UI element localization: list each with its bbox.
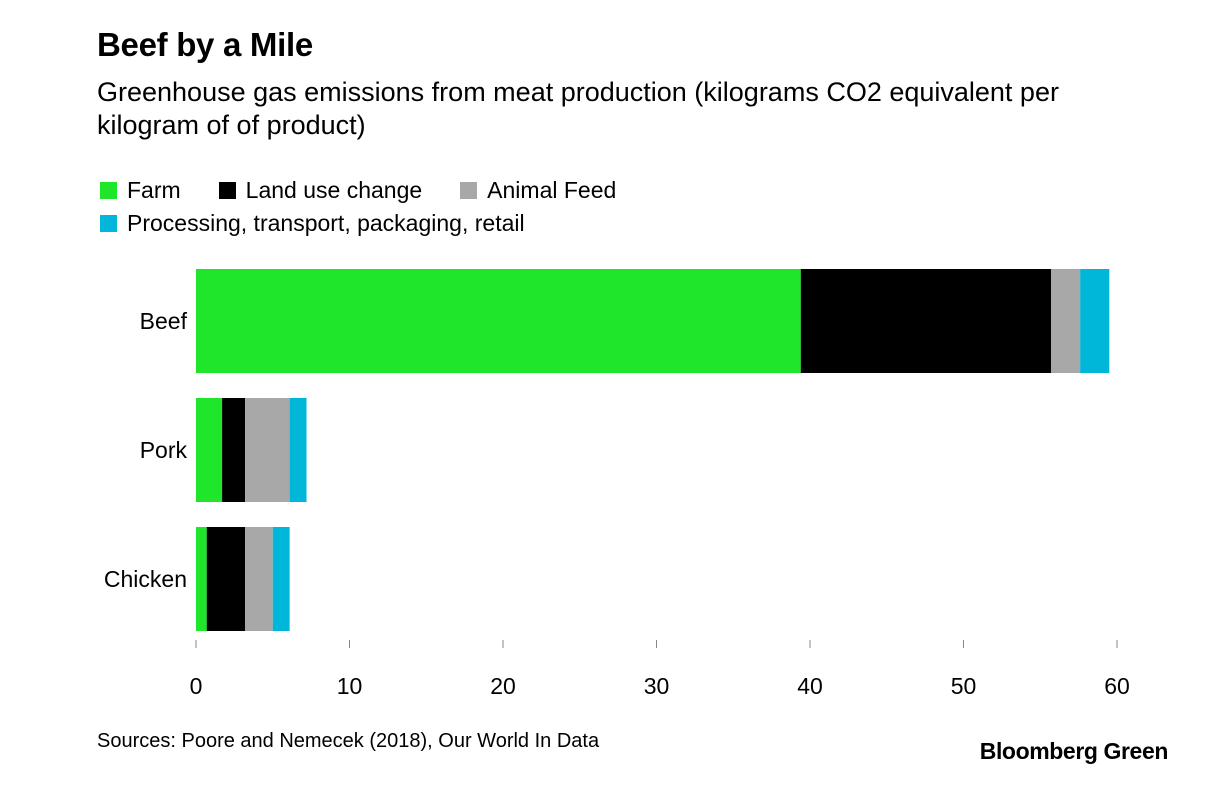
bar-beef-farm	[196, 269, 801, 373]
bar-pork-land-use-change	[222, 398, 246, 502]
chart-title: Beef by a Mile	[97, 26, 313, 63]
category-label-chicken: Chicken	[104, 566, 187, 592]
bar-chicken-animal-feed	[245, 527, 273, 631]
bar-beef-land-use-change	[800, 269, 1051, 373]
bar-pork-farm	[196, 398, 223, 502]
chart-subtitle: Greenhouse gas emissions from meat produ…	[97, 77, 1059, 140]
legend-row-1: Farm Land use change Animal Feed	[100, 174, 1000, 207]
x-tick-label-30: 30	[644, 673, 670, 699]
legend-row-2: Processing, transport, packaging, retail	[100, 207, 1000, 240]
category-label-pork: Pork	[140, 437, 188, 463]
x-tick-label-10: 10	[337, 673, 363, 699]
bar-chicken-processing-transport-packaging-retail	[272, 527, 290, 631]
bar-pork-animal-feed	[245, 398, 290, 502]
bar-chicken-farm	[196, 527, 207, 631]
x-tick-label-50: 50	[951, 673, 977, 699]
bar-beef-animal-feed	[1050, 269, 1081, 373]
bar-chicken-land-use-change	[206, 527, 246, 631]
legend-label-land-use-change: Land use change	[245, 177, 423, 203]
x-tick-label-60: 60	[1104, 673, 1130, 699]
legend-swatch-land-use-change	[218, 182, 236, 199]
source-note: Sources: Poore and Nemecek (2018), Our W…	[97, 730, 600, 752]
legend: Farm Land use change Animal Feed Process…	[100, 174, 1000, 240]
legend-swatch-farm	[100, 182, 117, 199]
legend-item-land-use-change: Land use change	[218, 177, 423, 204]
legend-swatch-processing	[100, 215, 117, 232]
bar-beef-processing-transport-packaging-retail	[1080, 269, 1110, 373]
x-tick-label-0: 0	[190, 673, 203, 699]
legend-item-farm: Farm	[100, 177, 181, 204]
bar-pork-processing-transport-packaging-retail	[289, 398, 307, 502]
legend-swatch-animal-feed	[460, 182, 478, 199]
x-tick-label-20: 20	[490, 673, 516, 699]
legend-label-processing: Processing, transport, packaging, retail	[127, 210, 525, 236]
legend-label-farm: Farm	[127, 177, 181, 203]
legend-item-animal-feed: Animal Feed	[460, 177, 616, 204]
legend-item-processing: Processing, transport, packaging, retail	[100, 210, 525, 237]
brand-logo: Bloomberg Green	[979, 738, 1169, 764]
legend-label-animal-feed: Animal Feed	[487, 177, 617, 203]
x-tick-label-40: 40	[797, 673, 823, 699]
category-label-beef: Beef	[140, 308, 188, 334]
